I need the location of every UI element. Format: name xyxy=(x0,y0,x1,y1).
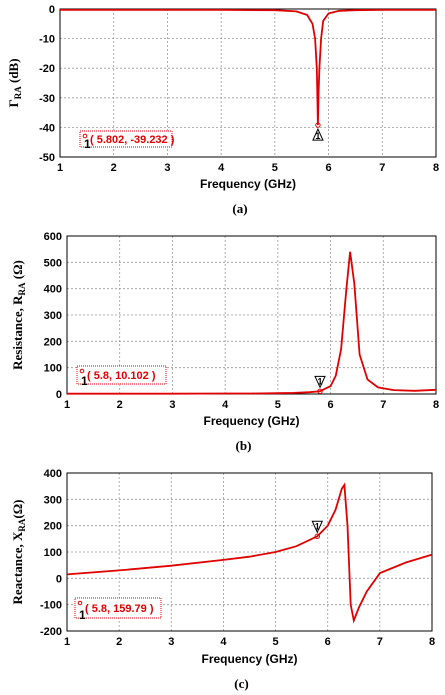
x-tick-label: 4 xyxy=(218,162,225,174)
y-tick-label: 400 xyxy=(44,468,62,480)
x-tick-label: 2 xyxy=(116,636,122,648)
series-line xyxy=(60,8,436,126)
y-tick-label: 300 xyxy=(44,310,62,322)
y-tick-label: -40 xyxy=(39,122,55,134)
x-tick-label: 5 xyxy=(273,636,279,648)
x-tick-label: 8 xyxy=(429,636,435,648)
x-tick-label: 7 xyxy=(380,399,386,411)
plot-frame xyxy=(59,8,437,158)
marker-readout: 1( 5.8, 10.102 ) xyxy=(76,365,167,388)
y-tick-label: 200 xyxy=(44,336,62,348)
marker-readout-label: ( 5.8, 159.79 ) xyxy=(85,603,154,615)
marker-1: 1 xyxy=(312,122,324,141)
x-tick-label: 3 xyxy=(169,399,175,411)
plot-frame xyxy=(66,472,433,632)
grid xyxy=(60,9,436,157)
series-line xyxy=(66,482,433,624)
chart-2: 1 2 3 4 5 6 7 8 0 100 200 300 400 500 600 Frequency (GH… xyxy=(10,231,439,453)
marker-readout-label: ( 5.8, 10.102 ) xyxy=(87,370,156,382)
chart-3: 1 2 3 4 5 6 7 8 400 300 200 100 0 -100 -200 Frequency (… xyxy=(10,468,435,691)
x-tick-label: 7 xyxy=(379,162,385,174)
x-tick-label: 3 xyxy=(164,162,170,174)
marker-triangle-icon xyxy=(314,375,326,389)
y-tick-label: 100 xyxy=(44,363,62,375)
chart-1: 1 2 3 4 5 6 7 8 0 -10 -20 -30 -40 -50 Frequency (GHz) Γ… xyxy=(6,4,439,216)
figure-caption: (b) xyxy=(236,438,252,453)
x-tick-label: 8 xyxy=(433,162,439,174)
marker-readout-box xyxy=(76,365,167,385)
x-tick-label: 1 xyxy=(57,162,63,174)
marker-point xyxy=(317,388,323,395)
marker-readout-box xyxy=(74,597,162,619)
y-tick-label: -10 xyxy=(39,34,55,46)
y-tick-label: -50 xyxy=(39,152,55,164)
y-tick-label: 100 xyxy=(44,547,62,559)
x-axis-label: Frequency (GHz) xyxy=(203,414,299,428)
x-tick-label: 1 xyxy=(64,636,70,648)
marker-triangle-number: 1 xyxy=(315,131,320,141)
marker-triangle-number: 1 xyxy=(315,521,320,531)
y-tick-label: 0 xyxy=(49,4,55,16)
y-tick-label: 400 xyxy=(44,284,62,296)
x-tick-label: 5 xyxy=(275,399,281,411)
x-tick-label: 8 xyxy=(433,399,439,411)
y-tick-label: -30 xyxy=(39,93,55,105)
y-tick-label: 200 xyxy=(44,521,62,533)
marker-readout-dot xyxy=(79,368,85,374)
y-tick-label: -200 xyxy=(40,626,62,638)
marker-point xyxy=(314,533,320,539)
y-axis-label: ΓRA (dB) xyxy=(6,58,23,107)
x-tick-label: 4 xyxy=(220,636,227,648)
marker-readout-id: 1 xyxy=(84,137,91,151)
y-tick-label: 300 xyxy=(44,494,62,506)
marker-readout-dot xyxy=(82,133,88,139)
y-tick-label: 0 xyxy=(56,573,62,585)
y-tick-label: 500 xyxy=(44,257,62,269)
y-tick-label: 600 xyxy=(44,231,62,243)
x-axis-label: Frequency (GHz) xyxy=(200,177,296,191)
series-line xyxy=(67,251,437,395)
x-tick-label: 3 xyxy=(168,636,174,648)
y-tick-label: 0 xyxy=(56,389,62,401)
y-axis-label: Resistance, RRA (Ω) xyxy=(10,260,27,370)
x-tick-label: 2 xyxy=(117,399,123,411)
x-tick-label: 7 xyxy=(377,636,383,648)
marker-1: 1 xyxy=(311,520,324,539)
x-tick-label: 6 xyxy=(325,636,331,648)
marker-readout-dot xyxy=(77,600,83,606)
marker-readout-box xyxy=(79,130,173,148)
marker-triangle-icon xyxy=(311,520,324,534)
figure-caption: (c) xyxy=(234,676,248,691)
x-tick-label: 4 xyxy=(222,399,229,411)
x-tick-label: 1 xyxy=(64,399,70,411)
marker-triangle-icon xyxy=(312,127,324,141)
marker-triangle-number: 1 xyxy=(318,376,323,386)
y-tick-label: -100 xyxy=(40,600,62,612)
x-tick-label: 2 xyxy=(111,162,117,174)
x-tick-label: 5 xyxy=(272,162,278,174)
x-tick-label: 6 xyxy=(328,399,334,411)
marker-readout: 1( 5.802, -39.232 ) xyxy=(79,130,175,151)
y-tick-label: -20 xyxy=(39,63,55,75)
marker-point xyxy=(315,122,321,128)
marker-readout-id: 1 xyxy=(81,374,88,388)
marker-readout-id: 1 xyxy=(79,608,86,622)
figure-caption: (a) xyxy=(232,201,247,216)
x-tick-label: 6 xyxy=(326,162,332,174)
marker-readout: 1( 5.8, 159.79 ) xyxy=(74,597,162,622)
y-axis-label: Reactance, XRA(Ω) xyxy=(10,500,27,605)
x-axis-label: Frequency (GHz) xyxy=(201,652,297,666)
marker-readout-label: ( 5.802, -39.232 ) xyxy=(90,134,175,146)
marker-1: 1 xyxy=(314,375,326,395)
